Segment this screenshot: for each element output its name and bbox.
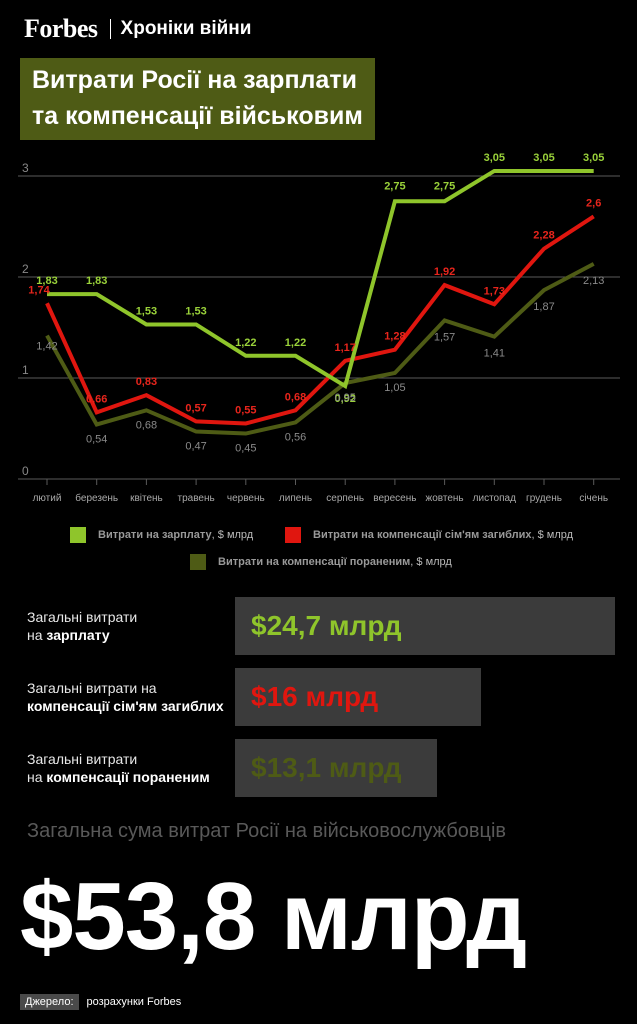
data-label-dead: 1,17 [334, 342, 355, 354]
x-tick-label: травень [177, 493, 214, 504]
total-salary-line2-plain: на [27, 627, 47, 643]
data-label-dead: 0,57 [185, 402, 206, 414]
legend-swatch-dead [285, 527, 301, 543]
series-line-dead [45, 214, 595, 426]
legend-item-dead: Витрати на компенсації сім'ям загиблих, … [285, 527, 573, 543]
series-line-wounded [45, 262, 595, 436]
data-label-wounded: 1,05 [384, 382, 405, 394]
grand-total-label: Загальна сума витрат Росії на військовос… [27, 820, 507, 842]
legend-unit-salary: , $ млрд [211, 529, 254, 541]
data-label-wounded: 0,47 [185, 441, 206, 453]
data-label-wounded: 1,41 [484, 348, 505, 360]
page-title: Витрати Росії на зарплати та компенсації… [20, 58, 375, 140]
source-text: розрахунки Forbes [86, 996, 182, 1008]
y-tick-label: 2 [22, 262, 29, 276]
legend-item-wounded: Витрати на компенсації пораненим, $ млрд [190, 554, 452, 570]
legend-swatch-salary [70, 527, 86, 543]
header-divider [109, 19, 111, 39]
total-dead-value: $16 млрд [251, 681, 379, 712]
legend-swatch-wounded [190, 554, 206, 570]
total-dead-line2-bold: компенсації сім'ям загиблих [27, 698, 224, 714]
data-label-wounded: 1,42 [36, 341, 57, 353]
data-label-wounded: 0,95 [334, 392, 355, 404]
data-label-wounded: 1,87 [533, 301, 554, 313]
data-label-dead: 0,55 [235, 404, 256, 416]
x-tick-label: вересень [373, 493, 416, 504]
total-dead-line1: Загальні витрати на [27, 680, 157, 696]
data-label-wounded: 2,13 [583, 275, 604, 287]
data-label-salary: 3,05 [484, 152, 505, 164]
data-label-dead: 1,74 [28, 284, 50, 296]
grand-total-value: $53,8 млрд [20, 863, 527, 970]
title-line-1: Витрати Росії на зарплати [32, 66, 357, 94]
total-wounded-line2-bold: компенсації пораненим [46, 769, 210, 785]
data-label-dead: 0,66 [86, 393, 107, 405]
total-dead-label: Загальні витрати на компенсації сім'ям з… [27, 679, 224, 715]
data-label-salary: 2,75 [384, 180, 405, 192]
data-label-salary: 1,53 [136, 305, 157, 317]
x-tick-label: квітень [130, 493, 163, 504]
y-tick-label: 1 [22, 363, 29, 377]
total-wounded-value: $13,1 млрд [251, 752, 402, 783]
header: Forbes Хроніки війни [24, 14, 251, 44]
series-line-salary [47, 168, 594, 390]
x-tick-label: січень [579, 493, 608, 504]
data-label-salary: 3,05 [583, 152, 604, 164]
title-line-2: та компенсації військовим [32, 102, 363, 130]
data-label-salary: 1,83 [86, 275, 107, 287]
total-salary-value: $24,7 млрд [251, 610, 402, 641]
x-tick-label: серпень [326, 493, 364, 504]
data-label-dead: 1,92 [434, 266, 455, 278]
data-label-wounded: 0,54 [86, 433, 107, 445]
total-salary-bar: $24,7 млрд [235, 597, 615, 655]
data-label-dead: 2,28 [533, 230, 554, 242]
data-label-wounded: 0,56 [285, 431, 306, 443]
data-label-salary: 3,05 [533, 152, 554, 164]
data-label-dead: 0,68 [285, 391, 306, 403]
legend-item-salary: Витрати на зарплату, $ млрд [70, 527, 253, 543]
x-tick-label: березень [75, 492, 118, 504]
total-wounded-label: Загальні витрати на компенсації поранени… [27, 750, 210, 786]
total-wounded-line2-plain: на [27, 769, 47, 785]
legend-label-salary: Витрати на зарплату [98, 529, 212, 541]
data-label-salary: 1,22 [285, 337, 306, 349]
total-salary-label: Загальні витрати на зарплату [27, 608, 137, 644]
total-wounded-bar: $13,1 млрд [235, 739, 437, 797]
data-label-dead: 0,83 [136, 376, 157, 388]
section-title: Хроніки війни [120, 18, 252, 39]
line-chart: 0 1 2 3 лютий березень квітень травень червень ли… [18, 152, 620, 504]
y-tick-label: 0 [22, 464, 29, 478]
y-tick-label: 3 [22, 161, 29, 175]
data-label-dead: 1,28 [384, 331, 405, 343]
forbes-logo: Forbes [24, 14, 98, 43]
data-label-salary: 1,83 [36, 275, 57, 287]
data-label-dead: 1,73 [484, 285, 505, 297]
data-label-wounded: 0,68 [136, 419, 157, 431]
legend-unit-wounded: , $ млрд [410, 556, 452, 568]
data-label-wounded: 1,57 [434, 331, 455, 343]
legend-unit-dead: , $ млрд [531, 529, 574, 541]
data-label-salary: 2,75 [434, 180, 455, 192]
x-tick-label: червень [227, 493, 265, 504]
source-note: Джерело: розрахунки Forbes [20, 994, 181, 1010]
total-salary-line1: Загальні витрати [27, 609, 138, 625]
legend-label-dead: Витрати на компенсації сім'ям загиблих [313, 529, 532, 541]
data-label-wounded: 0,45 [235, 443, 256, 455]
data-label-salary: 1,22 [235, 337, 256, 349]
x-tick-label: жовтень [426, 493, 464, 504]
total-wounded-line1: Загальні витрати [27, 751, 138, 767]
x-tick-label: липень [279, 493, 312, 504]
x-tick-label: грудень [526, 493, 562, 504]
total-salary-line2-bold: зарплату [46, 627, 110, 643]
data-label-salary: 0,92 [334, 393, 355, 405]
total-dead-bar: $16 млрд [235, 668, 482, 726]
data-label-dead: 2,6 [586, 197, 601, 209]
legend-label-wounded: Витрати на компенсації пораненим [218, 556, 411, 568]
data-label-salary: 1,53 [185, 305, 206, 317]
x-tick-label: листопад [473, 493, 516, 504]
x-tick-label: лютий [33, 493, 62, 504]
source-tag: Джерело: [20, 994, 79, 1010]
